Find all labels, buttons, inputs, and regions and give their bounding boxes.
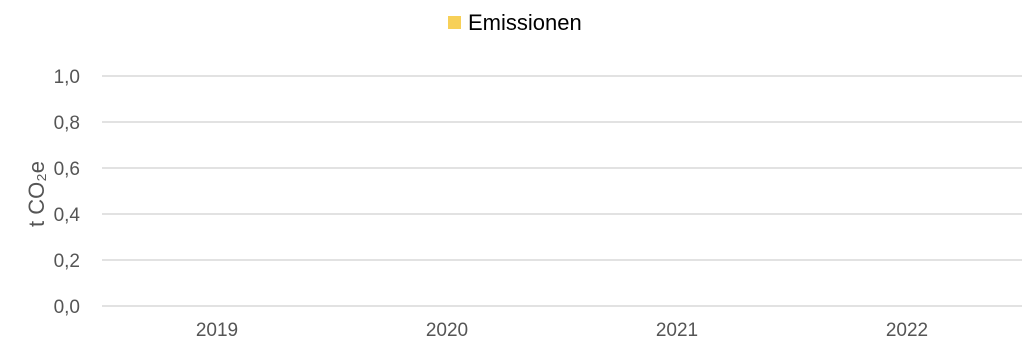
gridlines <box>102 76 1022 306</box>
legend-label-emissionen: Emissionen <box>468 10 582 35</box>
y-tick-label: 0,0 <box>54 297 80 318</box>
y-tick-label: 0,8 <box>54 113 80 134</box>
legend-swatch-emissionen <box>448 16 461 29</box>
y-axis-title: t CO₂e <box>24 161 49 227</box>
y-tick-label: 0,4 <box>54 205 81 226</box>
x-axis-tick-labels: 2019 2020 2021 2022 <box>196 320 928 341</box>
legend: Emissionen <box>448 10 582 35</box>
y-tick-label: 0,2 <box>54 251 80 272</box>
x-tick-label: 2020 <box>426 320 468 341</box>
y-axis-tick-labels: 0,0 0,2 0,4 0,6 0,8 1,0 <box>54 67 81 318</box>
y-tick-label: 0,6 <box>54 159 80 180</box>
x-tick-label: 2021 <box>656 320 698 341</box>
x-tick-label: 2019 <box>196 320 238 341</box>
y-tick-label: 1,0 <box>54 67 80 88</box>
x-tick-label: 2022 <box>886 320 928 341</box>
